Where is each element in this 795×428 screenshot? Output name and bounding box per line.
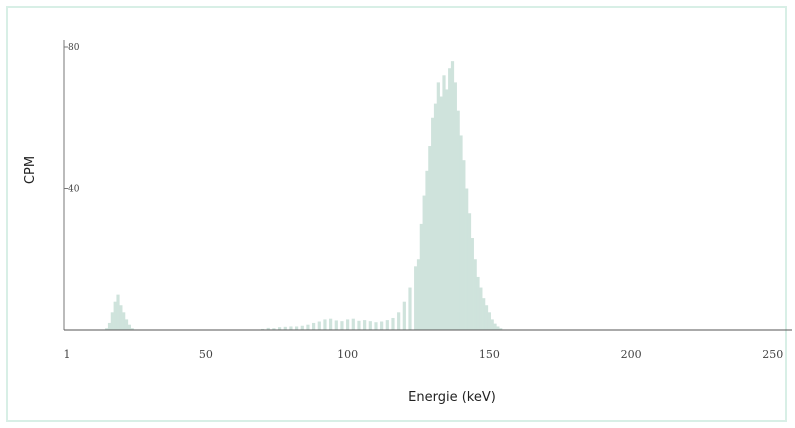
bar: [408, 287, 412, 330]
x-tick-label: 150: [479, 348, 500, 361]
bar: [496, 326, 500, 330]
bar: [260, 328, 265, 330]
bar: [391, 317, 395, 330]
bar: [295, 326, 299, 330]
bar: [442, 75, 446, 330]
bar: [346, 319, 350, 330]
bar: [397, 312, 401, 330]
bar: [456, 110, 460, 330]
bar: [467, 213, 472, 330]
bar: [340, 321, 344, 330]
x-tick-label: 100: [337, 348, 358, 361]
y-tick-label: 40: [68, 185, 80, 195]
bars-group: [105, 61, 503, 331]
bar: [323, 319, 327, 330]
bar: [462, 160, 466, 330]
bar: [453, 82, 457, 331]
bar: [300, 325, 304, 330]
bar: [380, 321, 384, 330]
bar: [105, 328, 109, 330]
bar: [487, 312, 491, 330]
bar: [385, 320, 389, 330]
bar: [119, 305, 123, 330]
bar: [459, 135, 463, 330]
bar: [357, 320, 361, 330]
bar: [476, 276, 480, 330]
bar: [428, 146, 432, 330]
bar: [329, 318, 333, 330]
bar: [278, 327, 282, 330]
bar: [499, 328, 503, 330]
bar: [419, 223, 423, 331]
bar: [374, 322, 378, 330]
bar: [402, 301, 406, 330]
bar: [436, 82, 440, 331]
y-tick-label: 80: [68, 43, 80, 53]
bar: [470, 238, 474, 330]
bar: [107, 322, 112, 330]
bar: [312, 322, 316, 330]
bar: [473, 259, 477, 330]
bar: [482, 298, 486, 330]
bar: [110, 312, 114, 330]
bar: [445, 89, 449, 330]
x-tick-label: 50: [199, 348, 213, 361]
bar: [272, 328, 276, 330]
bar: [283, 326, 287, 330]
bar: [289, 326, 293, 330]
bar: [484, 305, 489, 330]
bar: [113, 301, 117, 330]
bar: [431, 117, 435, 330]
bar: [334, 320, 338, 330]
bar: [414, 266, 418, 330]
bar: [127, 324, 131, 330]
bar: [317, 321, 321, 330]
bar: [130, 328, 134, 330]
x-tick-label: 200: [621, 348, 642, 361]
x-tick-labels: 1 50 100 150 200 250: [64, 348, 784, 361]
bar: [124, 319, 129, 330]
bar: [416, 259, 421, 330]
chart-frame: [6, 6, 787, 422]
bar: [368, 321, 372, 330]
x-axis-title: Energie (keV): [408, 390, 496, 405]
bar: [439, 96, 443, 330]
bar: [116, 294, 120, 331]
bar: [363, 320, 367, 330]
bar: [448, 68, 452, 330]
y-axis-title: CPM: [23, 156, 38, 184]
bar: [490, 319, 494, 330]
bar: [450, 61, 455, 331]
bar: [465, 188, 469, 330]
bar: [493, 323, 497, 330]
x-tick-label: 1: [64, 348, 71, 361]
bar: [351, 318, 355, 330]
bar: [479, 287, 483, 330]
x-tick-label: 250: [762, 348, 783, 361]
bar: [306, 324, 310, 330]
bar: [425, 170, 429, 330]
bar: [266, 327, 270, 330]
bar: [122, 312, 126, 330]
bar: [422, 195, 426, 330]
bar: [433, 103, 438, 330]
y-tick-labels: 40 80: [64, 43, 80, 195]
